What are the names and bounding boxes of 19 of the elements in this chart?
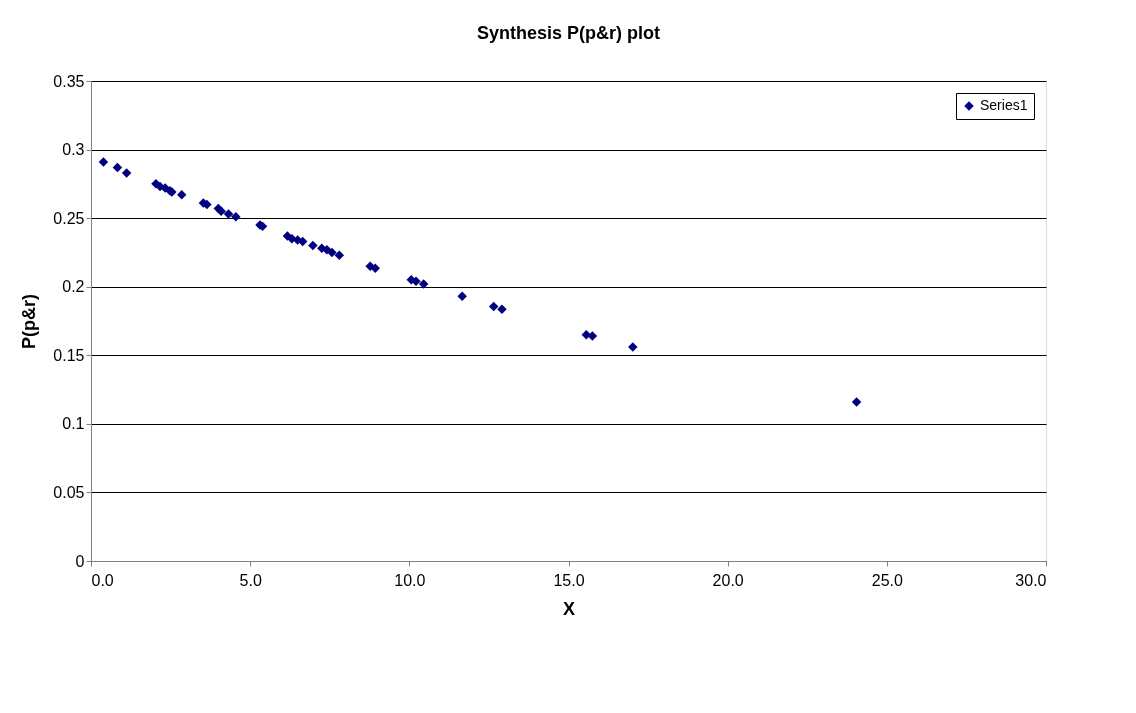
y-tick-label: 0.25 — [53, 209, 85, 227]
x-tick-label: 10.0 — [394, 571, 426, 589]
x-tick-label: 30.0 — [1015, 571, 1047, 589]
y-tick-label: 0.35 — [53, 72, 85, 90]
x-tick-label: 25.0 — [871, 571, 904, 589]
x-tick-label: 20.0 — [712, 571, 744, 589]
y-tick-label: 0.05 — [53, 483, 85, 501]
x-tick-label: 15.0 — [553, 571, 585, 589]
legend-label: Series1 — [980, 97, 1028, 113]
y-tick-label: 0.15 — [53, 346, 85, 364]
y-axis-title: P(p&r) — [19, 294, 40, 349]
x-tick-label: 0.0 — [91, 571, 114, 589]
y-tick-label: 0.1 — [62, 415, 85, 433]
y-tick-label: 0 — [75, 552, 85, 570]
x-tick-label: 5.0 — [239, 571, 262, 589]
y-tick-label: 0.3 — [62, 141, 85, 159]
y-tick-label: 0.2 — [62, 278, 85, 296]
chart-title: Synthesis P(p&r) plot — [476, 23, 661, 43]
x-axis-title: X — [562, 598, 576, 619]
